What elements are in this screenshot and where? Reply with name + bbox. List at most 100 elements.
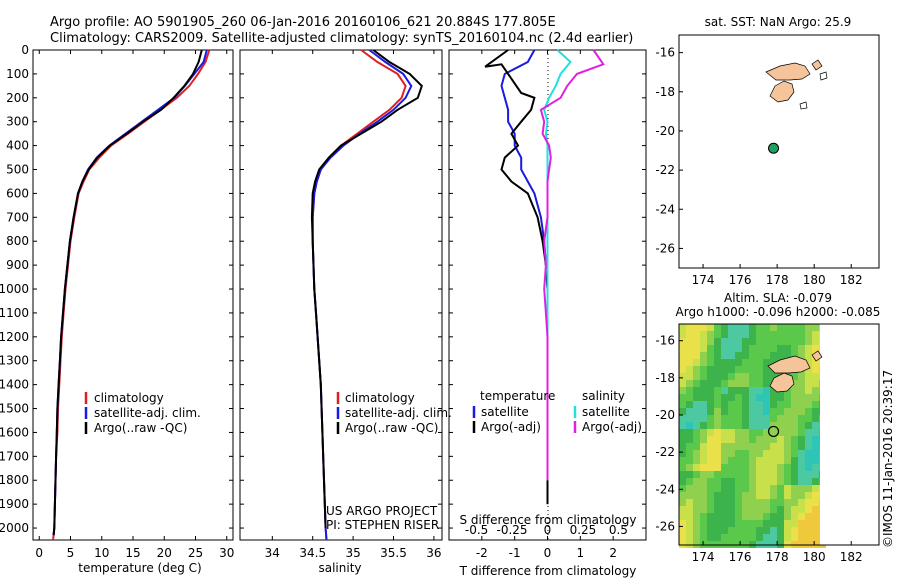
sla-cell: [812, 366, 819, 373]
sla-cell: [749, 429, 756, 436]
sla-cell: [693, 485, 700, 492]
sla-cell: [714, 380, 721, 387]
y-tick-label: 700: [6, 210, 29, 224]
sla-cell: [756, 534, 763, 541]
sla-cell: [693, 331, 700, 338]
sla-cell: [763, 443, 770, 450]
sla-cell: [679, 506, 686, 513]
sla-cell: [693, 443, 700, 450]
sla-cell: [714, 352, 721, 359]
legend-argo: Argo(..raw -QC): [94, 421, 187, 435]
sla-cell: [770, 485, 777, 492]
sla-cell: [693, 520, 700, 527]
sla-cell: [805, 331, 812, 338]
sla-cell: [714, 366, 721, 373]
sla-cell: [735, 338, 742, 345]
sla-cell: [735, 387, 742, 394]
sla-cell: [693, 513, 700, 520]
sla-cell: [686, 471, 693, 478]
sla-cell: [763, 464, 770, 471]
sla-cell: [693, 478, 700, 485]
sla-cell: [742, 380, 749, 387]
sla-cell: [812, 499, 819, 506]
sla-cell: [763, 401, 770, 408]
sla-cell: [749, 415, 756, 422]
sla-cell: [707, 422, 714, 429]
sla-cell: [742, 429, 749, 436]
difference-depth-ticks: [449, 49, 646, 529]
sst-map-axes: 174 176 178 180 182 -16 -18 -20 -22 -24 -26: [655, 46, 862, 287]
y-tick-label: 1000: [0, 282, 29, 296]
s-diff-tick-label: 0.25: [570, 523, 597, 537]
sla-cell: [707, 338, 714, 345]
sla-cell: [707, 415, 714, 422]
sla-cell: [693, 359, 700, 366]
x-tick-label: 20: [157, 546, 172, 560]
sla-cell: [805, 401, 812, 408]
sla-cell: [791, 415, 798, 422]
sla-cell: [735, 415, 742, 422]
sla-cell: [735, 450, 742, 457]
lat-tick-label: -16: [655, 46, 675, 60]
sla-cell: [721, 534, 728, 541]
sla-cell: [749, 464, 756, 471]
lon-tick-label: 182: [840, 550, 863, 564]
sla-cell: [728, 401, 735, 408]
sla-cell: [784, 485, 791, 492]
sla-cell: [805, 338, 812, 345]
sst-map-frame: [678, 34, 880, 269]
sla-cell: [805, 359, 812, 366]
sla-cell: [770, 464, 777, 471]
sla-cell: [742, 331, 749, 338]
y-tick-label: 500: [6, 163, 29, 177]
sla-map-frame: [678, 323, 880, 546]
sla-cell: [721, 338, 728, 345]
sla-title-1: Altim. SLA: -0.079: [724, 291, 832, 305]
sla-cell: [686, 324, 693, 331]
sla-cell: [686, 457, 693, 464]
temperature-legend: climatology satellite-adj. clim. Argo(..…: [84, 391, 201, 435]
sla-cell: [812, 471, 819, 478]
y-tick-label: 200: [6, 91, 29, 105]
sla-cell: [728, 352, 735, 359]
sla-cell: [784, 324, 791, 331]
sla-cell: [763, 527, 770, 534]
sla-cell: [784, 352, 791, 359]
sla-cell: [679, 485, 686, 492]
sla-cell: [707, 499, 714, 506]
sla-cell: [777, 429, 784, 436]
y-tick-label: 1300: [0, 354, 29, 368]
sla-cell: [805, 520, 812, 527]
sla-cell: [763, 366, 770, 373]
sla-cell: [700, 471, 707, 478]
sla-cell: [679, 471, 686, 478]
s-diff-tick-label: 0: [544, 523, 552, 537]
sla-cell: [812, 359, 819, 366]
sla-cell: [812, 422, 819, 429]
sla-cell: [679, 415, 686, 422]
series-line-satellite-adj-clim-: [52, 49, 208, 536]
sla-cell: [812, 443, 819, 450]
sla-cell: [728, 457, 735, 464]
sla-cell: [742, 366, 749, 373]
sla-cell: [763, 422, 770, 429]
sla-cell: [798, 429, 805, 436]
y-tick-label: 800: [6, 234, 29, 248]
sla-cell: [791, 401, 798, 408]
sla-cell: [777, 527, 784, 534]
sla-cell: [714, 464, 721, 471]
lon-tick-label: 178: [766, 273, 789, 287]
sla-cell: [749, 485, 756, 492]
sla-cell: [777, 443, 784, 450]
sla-cell: [756, 499, 763, 506]
sla-cell: [777, 464, 784, 471]
sla-cell: [707, 394, 714, 401]
sla-cell: [791, 450, 798, 457]
sla-cell: [784, 401, 791, 408]
sla-cell: [700, 373, 707, 380]
sla-cell: [812, 527, 819, 534]
sla-cell: [749, 401, 756, 408]
sla-cell: [728, 443, 735, 450]
sla-cell: [763, 359, 770, 366]
